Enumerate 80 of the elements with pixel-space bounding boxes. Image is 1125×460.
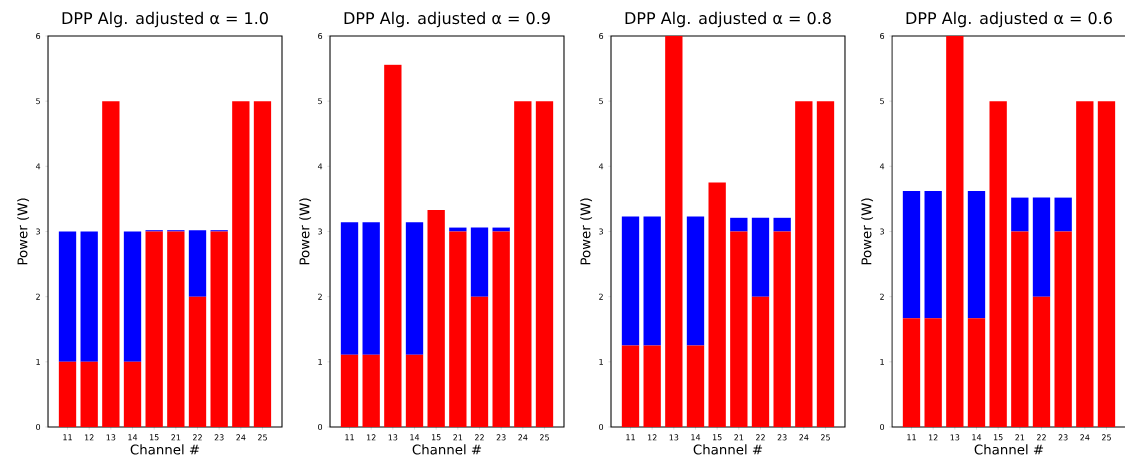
chart-title: DPP Alg. adjusted α = 1.0: [62, 11, 268, 28]
chart-title: DPP Alg. adjusted α = 0.6: [906, 11, 1112, 28]
y-tick-label: 0: [318, 423, 323, 430]
x-tick-label: 12: [647, 434, 657, 441]
x-tick-label: 13: [669, 434, 679, 441]
y-tick-label: 6: [36, 32, 41, 40]
y-tick-label: 5: [36, 98, 40, 105]
x-tick-label: 22: [475, 434, 484, 441]
x-tick-label: 22: [1036, 434, 1046, 441]
chart-title: DPP Alg. adjusted α = 0.8: [625, 11, 831, 28]
y-axis-title: Power (W): [17, 198, 30, 265]
y-axis-title: Power (W): [299, 198, 312, 265]
x-tick-label: 24: [518, 434, 528, 441]
x-tick-label: 25: [258, 434, 267, 441]
x-tick-label: 25: [1101, 434, 1111, 441]
x-tick-label: 25: [539, 434, 549, 441]
x-tick-label: 21: [453, 434, 463, 441]
y-tick-label: 6: [880, 32, 885, 40]
x-tick-label: 21: [171, 434, 181, 441]
x-tick-label: 23: [214, 434, 224, 441]
y-tick-label: 5: [318, 98, 322, 105]
x-tick-label: 21: [734, 434, 744, 441]
y-tick-label: 3: [36, 228, 40, 235]
y-tick-label: 1: [880, 358, 884, 365]
x-tick-label: 15: [149, 434, 159, 441]
y-tick-label: 4: [35, 163, 41, 170]
y-tick-label: 2: [599, 293, 603, 300]
x-tick-label: 12: [84, 434, 94, 441]
y-tick-label: 5: [599, 98, 603, 105]
x-tick-label: 11: [63, 434, 72, 441]
x-tick-label: 24: [236, 434, 246, 441]
y-tick-label: 2: [880, 293, 884, 300]
x-tick-label: 25: [820, 434, 830, 441]
y-tick-label: 1: [36, 358, 40, 365]
x-tick-label: 12: [928, 434, 938, 441]
y-tick-label: 4: [879, 163, 885, 170]
x-axis-title: Channel #: [412, 444, 482, 455]
x-tick-label: 14: [691, 434, 701, 441]
x-tick-label: 22: [193, 434, 202, 441]
y-tick-label: 3: [318, 228, 322, 235]
y-axis-title: Power (W): [580, 198, 593, 265]
x-tick-label: 11: [907, 434, 916, 441]
x-axis-title: Channel #: [130, 444, 200, 455]
x-tick-label: 23: [496, 434, 506, 441]
y-tick-label: 3: [599, 228, 603, 235]
x-tick-label: 15: [712, 434, 722, 441]
y-tick-label: 0: [599, 423, 604, 430]
y-tick-label: 5: [880, 98, 884, 105]
x-tick-label: 11: [626, 434, 635, 441]
y-tick-label: 1: [599, 358, 603, 365]
x-tick-label: 22: [755, 434, 765, 441]
chart-title: DPP Alg. adjusted α = 0.9: [344, 11, 550, 28]
y-tick-label: 0: [36, 423, 41, 430]
x-tick-label: 23: [777, 434, 787, 441]
y-tick-label: 6: [599, 32, 604, 40]
x-tick-label: 24: [799, 434, 809, 441]
x-tick-label: 11: [345, 434, 354, 441]
x-tick-label: 14: [128, 434, 138, 441]
x-axis-title: Channel #: [693, 444, 763, 455]
y-tick-label: 1: [318, 358, 322, 365]
x-axis-title: Channel #: [974, 444, 1044, 455]
x-tick-label: 15: [993, 434, 1003, 441]
y-tick-label: 0: [880, 423, 885, 430]
x-tick-label: 23: [1058, 434, 1068, 441]
y-tick-label: 3: [880, 228, 884, 235]
x-tick-label: 13: [950, 434, 960, 441]
x-tick-label: 21: [1015, 434, 1025, 441]
y-tick-label: 4: [317, 163, 323, 170]
x-tick-label: 13: [388, 434, 398, 441]
y-tick-label: 2: [318, 293, 322, 300]
x-tick-label: 15: [431, 434, 441, 441]
y-axis-title: Power (W): [861, 198, 874, 265]
x-tick-label: 14: [972, 434, 982, 441]
y-tick-label: 4: [598, 163, 604, 170]
x-tick-label: 24: [1080, 434, 1090, 441]
x-tick-label: 13: [106, 434, 116, 441]
x-tick-label: 14: [410, 434, 420, 441]
y-tick-label: 2: [36, 293, 40, 300]
x-tick-label: 12: [366, 434, 376, 441]
y-tick-label: 6: [318, 32, 323, 40]
